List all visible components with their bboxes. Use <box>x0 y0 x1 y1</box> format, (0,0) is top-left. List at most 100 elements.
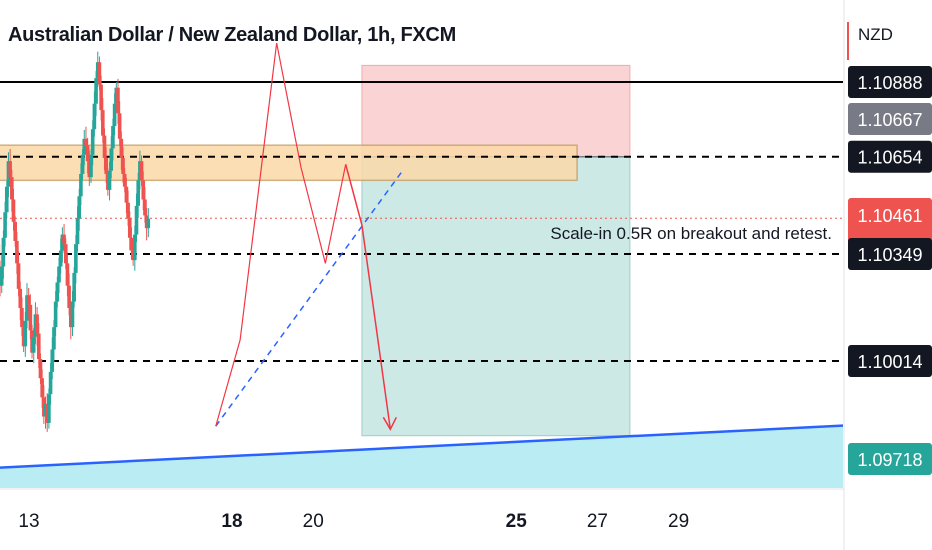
candle-body-115 <box>139 161 144 181</box>
x-tick-2: 20 <box>303 511 324 532</box>
candle-body-116 <box>141 180 146 200</box>
support-trendline <box>0 419 932 469</box>
projection-arrowhead <box>382 416 398 431</box>
candle-body-112 <box>134 205 139 235</box>
candle-body-46 <box>23 320 28 347</box>
candle-body-106 <box>124 186 129 203</box>
candle-body-47 <box>25 295 29 321</box>
candle-body-92 <box>101 110 105 136</box>
candle-body-107 <box>126 202 130 219</box>
price-label-bg-5 <box>848 345 932 377</box>
candle-body-62 <box>50 349 55 372</box>
candle-body-102 <box>117 113 122 139</box>
x-tick-5: 29 <box>668 511 689 532</box>
candle-body-119 <box>146 218 151 229</box>
candle-body-37 <box>8 161 12 178</box>
candle-body-76 <box>74 244 78 273</box>
candle-body-104 <box>121 157 125 174</box>
swing-line-0 <box>215 42 347 427</box>
candle-body-60 <box>47 394 51 423</box>
price-label-bg-0 <box>848 66 932 98</box>
candle-body-63 <box>52 327 56 350</box>
candle-body-81 <box>82 138 87 155</box>
price-label-bg-4 <box>848 238 932 271</box>
candle-body-40 <box>13 221 17 241</box>
candle-body-111 <box>133 234 137 261</box>
candle-body-83 <box>85 145 90 162</box>
candle-body-99 <box>112 103 117 127</box>
overlays-layer <box>0 42 932 469</box>
candle-body-80 <box>80 154 85 174</box>
x-tick-1: 18 <box>221 511 242 532</box>
candles-layer <box>0 51 151 432</box>
candle-body-82 <box>84 138 88 146</box>
candle-body-113 <box>136 180 140 206</box>
candle-body-55 <box>38 359 43 379</box>
projection-path <box>344 164 392 430</box>
candle-body-70 <box>63 244 68 264</box>
candle-body-61 <box>48 371 53 395</box>
candle-body-35 <box>4 186 9 213</box>
candle-body-109 <box>129 237 134 251</box>
candle-body-117 <box>143 199 147 216</box>
price-label-4: 1.10349 <box>857 245 922 265</box>
levels-layer <box>0 81 843 362</box>
candle-body-38 <box>10 177 14 200</box>
candle-body-56 <box>40 378 44 398</box>
candle-body-69 <box>62 234 66 245</box>
candle-body-34 <box>3 212 7 238</box>
candle-body-65 <box>55 282 60 302</box>
candle-body-91 <box>99 84 103 111</box>
x-tick-3: 25 <box>506 511 528 532</box>
candle-body-88 <box>94 78 98 104</box>
supply-zone <box>0 144 578 182</box>
candle-body-39 <box>11 199 16 222</box>
candle-body-98 <box>111 126 115 149</box>
scale-in-annotation: Scale-in 0.5R on breakout and retest. <box>550 224 832 243</box>
candle-body-33 <box>1 237 6 267</box>
candle-body-48 <box>26 295 31 305</box>
candle-body-90 <box>97 62 102 85</box>
price-axis[interactable]: NZD1.108881.106671.106541.1046124:521.10… <box>843 0 932 550</box>
candle-body-41 <box>15 240 19 264</box>
candle-body-86 <box>90 129 95 155</box>
candle-body-75 <box>72 272 76 302</box>
price-label-2: 1.10654 <box>857 148 922 168</box>
time-axis[interactable]: 13 18 20 25 27 29 <box>0 488 844 532</box>
candle-body-78 <box>77 196 82 219</box>
candle-body-49 <box>28 304 33 331</box>
candle-body-67 <box>58 250 63 267</box>
price-label-bg-2 <box>848 140 932 173</box>
candle-body-101 <box>116 87 120 114</box>
candle-body-96 <box>107 170 112 190</box>
candle-body-53 <box>35 314 39 334</box>
price-label-5: 1.10014 <box>857 352 922 372</box>
support-zone-fill <box>0 426 843 488</box>
candle-body-42 <box>16 263 21 289</box>
price-label-0: 1.10888 <box>857 73 922 93</box>
candle-body-105 <box>122 173 127 187</box>
candle-body-108 <box>127 218 132 238</box>
price-label-1: 1.10667 <box>857 110 922 130</box>
candle-body-71 <box>65 263 70 286</box>
candle-body-66 <box>57 266 61 283</box>
price-label-bg-1 <box>848 103 932 135</box>
candle-body-51 <box>31 336 36 353</box>
currency-label: NZD <box>858 25 893 44</box>
candle-body-79 <box>79 173 83 197</box>
candle-body-97 <box>109 148 114 171</box>
candle-body-64 <box>53 301 58 328</box>
price-label-3: 1.10461 <box>857 206 922 226</box>
price-label-6: 1.09718 <box>857 450 922 470</box>
candle-body-44 <box>20 308 24 328</box>
take-profit-zone <box>361 156 631 437</box>
chart-title: Australian Dollar / New Zealand Dollar, … <box>8 24 456 46</box>
x-tick-0: 13 <box>18 511 39 532</box>
stop-loss-zone <box>361 64 631 158</box>
rising-trendline <box>215 170 404 427</box>
candle-body-43 <box>18 288 23 309</box>
candle-body-77 <box>75 218 80 245</box>
candle-body-87 <box>92 103 97 130</box>
x-tick-4: 27 <box>587 511 608 532</box>
